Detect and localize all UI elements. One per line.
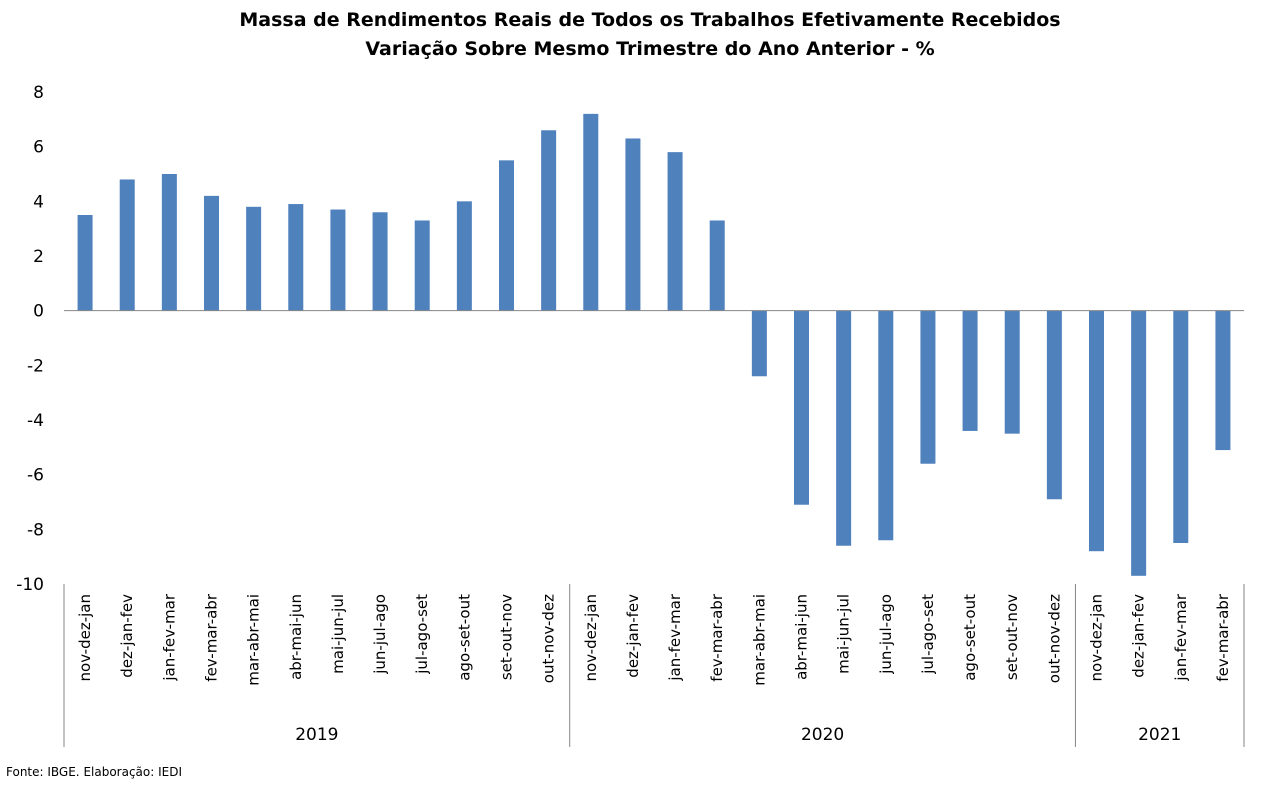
- x-tick-label: fev-mar-abr: [1214, 593, 1232, 682]
- bar: [1131, 310, 1147, 576]
- x-tick-label: mar-abr-mai: [750, 594, 768, 686]
- y-tick-label: 4: [33, 192, 44, 212]
- x-tick-label: nov-dez-jan: [76, 594, 94, 681]
- bar: [751, 310, 767, 377]
- year-label: 2020: [801, 725, 844, 745]
- x-tick-label: jun-jul-ago: [371, 594, 389, 675]
- y-tick-label: -10: [16, 575, 44, 595]
- x-tick-label: fev-mar-abr: [708, 593, 726, 682]
- bar: [288, 204, 304, 311]
- bar: [709, 220, 725, 311]
- x-tick-label: jun-jul-ago: [877, 594, 895, 675]
- bar: [456, 201, 472, 311]
- y-tick-label: 2: [33, 247, 44, 267]
- y-tick-label: -6: [27, 466, 44, 486]
- year-label: 2019: [295, 725, 338, 745]
- bar: [161, 174, 177, 311]
- x-tick-label: ago-set-out: [961, 594, 979, 681]
- bar: [1089, 310, 1104, 552]
- x-tick-label: out-nov-dez: [1045, 594, 1063, 683]
- bar: [1046, 310, 1062, 500]
- x-tick-label: set-out-nov: [1003, 594, 1021, 680]
- y-tick-label: 0: [33, 302, 44, 322]
- bar: [330, 209, 346, 311]
- bar: [878, 310, 894, 541]
- year-groups: 2019 2020 2021: [63, 584, 1245, 747]
- x-tick-label: jan-fev-mar: [160, 593, 178, 681]
- x-tick-label: jul-ago-set: [413, 594, 431, 675]
- bar: [836, 310, 852, 546]
- y-tick-label: -8: [27, 520, 44, 540]
- source-note: Fonte: IBGE. Elaboração: IEDI: [6, 765, 183, 779]
- bar: [372, 212, 388, 311]
- bar: [499, 160, 514, 311]
- bar: [583, 113, 599, 311]
- bar: [246, 206, 262, 311]
- x-tick-label: abr-mai-jun: [287, 594, 305, 680]
- bar: [77, 215, 93, 311]
- y-tick-label: 8: [33, 83, 44, 103]
- y-tick-label: -4: [27, 411, 44, 431]
- y-axis-ticks: 8 6 4 2 0 -2 -4 -6 -8 -10: [16, 83, 44, 595]
- x-tick-label: jan-fev-mar: [1172, 593, 1190, 681]
- x-tick-label: ago-set-out: [455, 594, 473, 681]
- x-tick-label: mai-jun-jul: [329, 594, 347, 674]
- bar: [119, 179, 135, 311]
- x-tick-label: jul-ago-set: [919, 594, 937, 675]
- x-tick-label: mar-abr-mai: [245, 594, 263, 686]
- bars: [77, 113, 1231, 576]
- x-tick-label: fev-mar-abr: [203, 593, 221, 682]
- x-tick-label: mai-jun-jul: [835, 594, 853, 674]
- x-axis-ticks: nov-dez-jan dez-jan-fev jan-fev-mar fev-mar…: [76, 593, 1232, 686]
- x-tick-label: abr-mai-jun: [793, 594, 811, 680]
- bar: [1004, 310, 1020, 434]
- x-tick-label: out-nov-dez: [540, 594, 558, 683]
- bar: [667, 152, 683, 311]
- x-tick-label: jan-fev-mar: [666, 593, 684, 681]
- bar: [920, 310, 936, 464]
- bar: [541, 130, 557, 311]
- bar: [1215, 310, 1231, 451]
- x-tick-label: dez-jan-fev: [1130, 594, 1148, 678]
- bar: [1173, 310, 1189, 543]
- bar: [625, 138, 641, 311]
- chart-subtitle: Variação Sobre Mesmo Trimestre do Ano An…: [365, 38, 934, 60]
- y-tick-label: 6: [33, 138, 44, 158]
- x-tick-label: dez-jan-fev: [118, 594, 136, 678]
- bar: [794, 310, 809, 505]
- x-tick-label: nov-dez-jan: [582, 594, 600, 681]
- x-tick-label: set-out-nov: [498, 594, 516, 680]
- year-label: 2021: [1138, 725, 1181, 745]
- bar: [204, 195, 219, 311]
- bar: [414, 220, 430, 311]
- x-tick-label: nov-dez-jan: [1088, 594, 1106, 681]
- x-tick-label: dez-jan-fev: [624, 594, 642, 678]
- bar: [962, 310, 978, 431]
- y-tick-label: -2: [27, 356, 44, 376]
- chart-title: Massa de Rendimentos Reais de Todos os T…: [239, 9, 1060, 31]
